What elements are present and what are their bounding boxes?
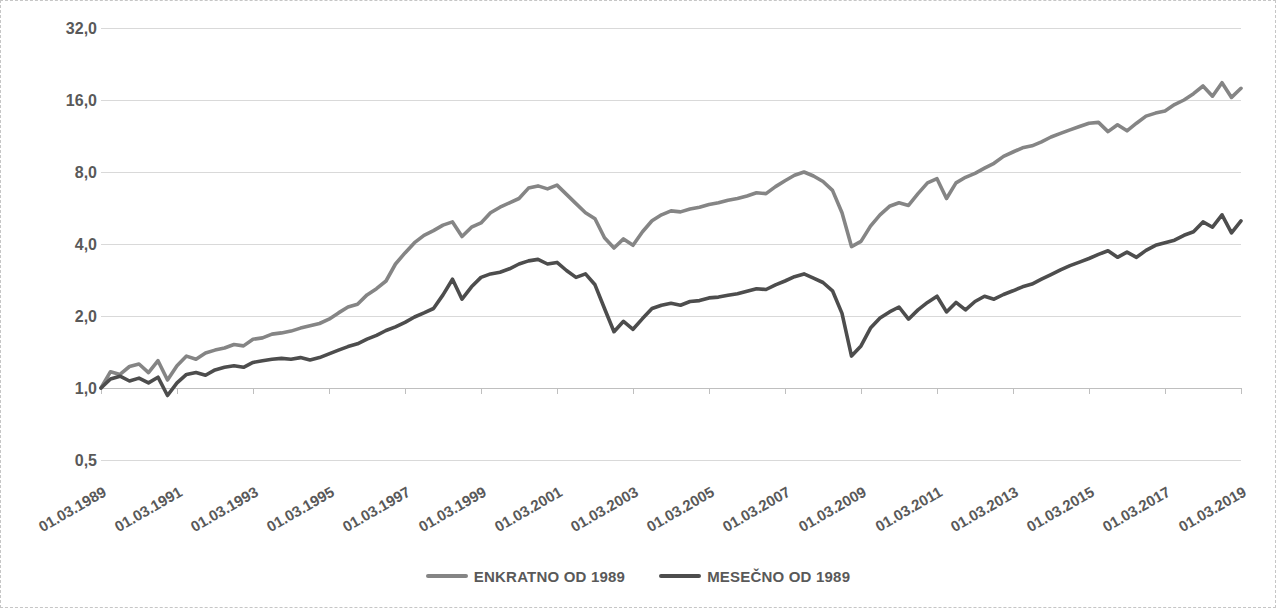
y-tick-label: 4,0 bbox=[75, 236, 97, 253]
y-tick-label: 8,0 bbox=[75, 164, 97, 181]
x-tick-label: 01.03.1993 bbox=[187, 483, 261, 535]
x-tick-label: 01.03.1995 bbox=[263, 483, 337, 535]
legend-line-swatch-enkratno bbox=[426, 574, 468, 578]
x-tick-label: 01.03.1997 bbox=[339, 483, 413, 535]
series-line-enkratno bbox=[101, 83, 1241, 388]
x-tick-label: 01.03.1991 bbox=[111, 483, 185, 535]
legend-label-mesecno: MESEČNO OD 1989 bbox=[707, 568, 850, 585]
x-tick-label: 01.03.2005 bbox=[643, 483, 717, 535]
y-tick-label: 16,0 bbox=[66, 92, 97, 109]
legend-item-enkratno: ENKRATNO OD 1989 bbox=[426, 568, 625, 585]
y-gridlines bbox=[101, 29, 1241, 461]
x-tick-label: 01.03.2015 bbox=[1023, 483, 1097, 535]
y-tick-label: 2,0 bbox=[75, 308, 97, 325]
chart-legend: ENKRATNO OD 1989 MESEČNO OD 1989 bbox=[1, 563, 1275, 589]
x-tick-label: 01.03.2017 bbox=[1099, 483, 1173, 535]
x-tick-label: 01.03.2001 bbox=[491, 483, 565, 535]
x-tick-label: 01.03.2003 bbox=[567, 483, 641, 535]
legend-line-swatch-mesecno bbox=[659, 574, 701, 578]
y-tick-label: 1,0 bbox=[75, 380, 97, 397]
y-tick-label: 0,5 bbox=[75, 452, 97, 469]
x-tick-label: 01.03.2009 bbox=[795, 483, 869, 535]
series-lines bbox=[101, 83, 1241, 396]
x-axis bbox=[101, 388, 1242, 394]
line-chart-canvas: 32,016,08,04,02,01,00,5 01.03.198901.03.… bbox=[1, 1, 1276, 608]
x-tick-label: 01.03.2011 bbox=[872, 483, 945, 535]
x-tick-label: 01.03.2019 bbox=[1175, 483, 1249, 535]
x-tick-label: 01.03.2007 bbox=[719, 483, 793, 535]
x-tick-label: 01.03.2013 bbox=[947, 483, 1021, 535]
y-tick-label: 32,0 bbox=[66, 20, 97, 37]
x-axis-tick-labels: 01.03.198901.03.199101.03.199301.03.1995… bbox=[35, 483, 1249, 535]
chart-frame: 32,016,08,04,02,01,00,5 01.03.198901.03.… bbox=[0, 0, 1276, 608]
x-tick-label: 01.03.1999 bbox=[415, 483, 489, 535]
x-tick-label: 01.03.1989 bbox=[35, 483, 109, 535]
legend-label-enkratno: ENKRATNO OD 1989 bbox=[474, 568, 625, 585]
series-line-mesecno bbox=[101, 215, 1241, 396]
y-axis-tick-labels: 32,0 16,0 8,0 4,0 2,0 1,0 0,5 bbox=[66, 20, 97, 469]
legend-item-mesecno: MESEČNO OD 1989 bbox=[659, 568, 850, 585]
